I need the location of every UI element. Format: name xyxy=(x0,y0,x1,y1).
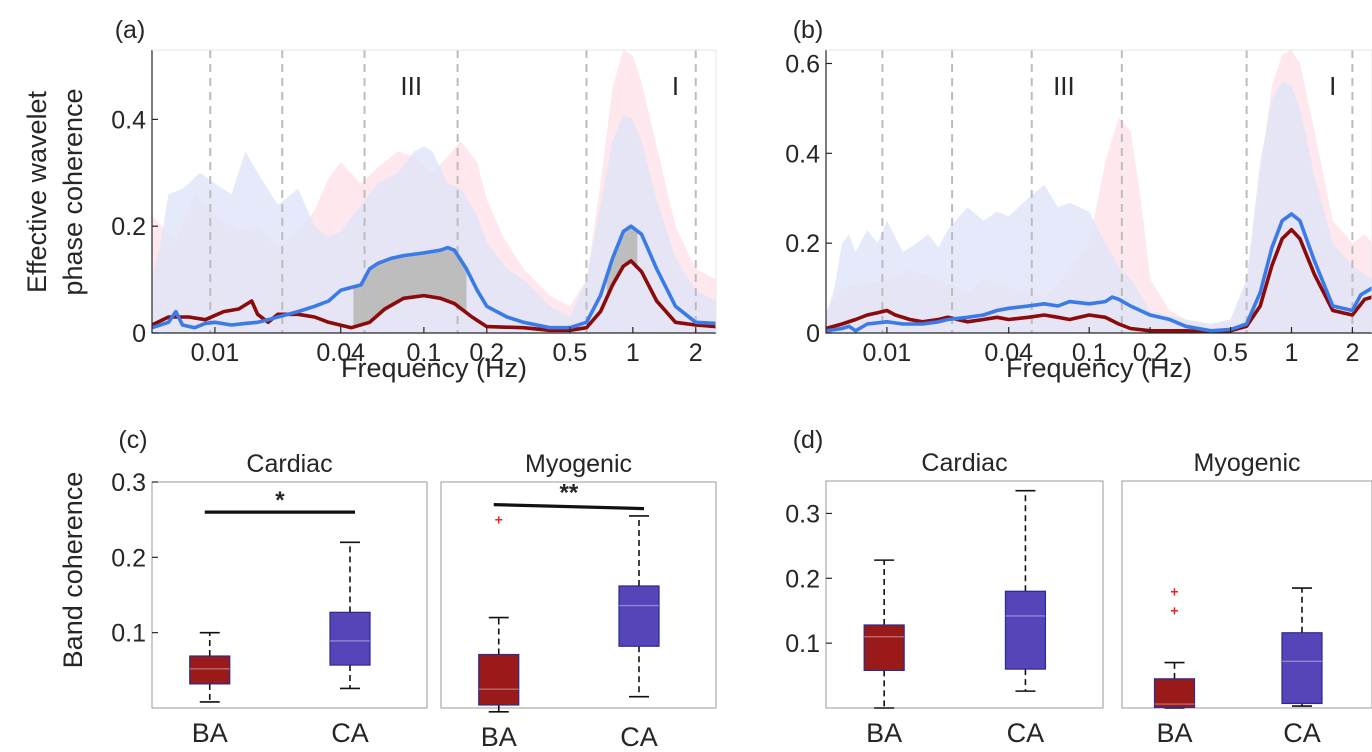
significance-marker: ** xyxy=(560,480,579,507)
band-label: III xyxy=(1053,71,1075,101)
box-ca xyxy=(1281,632,1323,705)
axis-box-top-right xyxy=(826,49,1372,333)
series-line-ca xyxy=(826,212,1372,333)
x-tick-label: 1 xyxy=(1285,339,1299,367)
x-tick-label: CA xyxy=(620,722,658,752)
box-ca xyxy=(1004,590,1047,670)
y-tick-label: 0.4 xyxy=(111,106,146,134)
x-tick-label: 2 xyxy=(1345,339,1359,367)
panel-d-box-plots: Cardiac BA CA 0.1 0.2 0.3 Myogenic + + BA CA (d) xyxy=(785,426,1372,748)
x-tick-label: CA xyxy=(331,718,369,748)
y-tick-label: 0.2 xyxy=(111,213,146,241)
outlier-marker: + xyxy=(1170,583,1178,599)
axis-box-top-right xyxy=(152,49,717,333)
band-label: I xyxy=(1329,71,1336,101)
x-tick-label: 0.04 xyxy=(316,339,365,367)
panel-c-box-plots: Cardiac BA CA * 0.1 0.2 0.3 Myogenic + BA CA ** Band… xyxy=(58,426,717,752)
box-ba xyxy=(189,655,231,685)
box-ba xyxy=(863,624,905,671)
subplot-title: Cardiac xyxy=(246,450,332,478)
box-ca xyxy=(618,585,660,647)
y-tick-label: 0.3 xyxy=(785,500,820,528)
x-tick-label: BA xyxy=(481,722,517,752)
x-axis-label: Frequency (Hz) xyxy=(341,353,527,383)
x-tick-label: BA xyxy=(192,718,228,748)
plot-area xyxy=(826,50,1372,333)
x-tick-label: 0.5 xyxy=(553,339,588,367)
y-tick-label: 0.2 xyxy=(111,544,146,572)
y-tick-label: 0.2 xyxy=(785,230,820,258)
x-axis-label: Frequency (Hz) xyxy=(1006,353,1192,383)
x-tick-label: BA xyxy=(866,718,902,748)
x-tick-label: 2 xyxy=(689,339,703,367)
series-line-ba xyxy=(152,259,716,333)
x-tick-label: CA xyxy=(1007,718,1045,748)
x-tick-label: 0.01 xyxy=(191,339,240,367)
panel-label: (d) xyxy=(793,426,824,454)
y-tick-label: 0.1 xyxy=(111,620,146,648)
significance-marker: * xyxy=(275,487,285,514)
panel-b-line-chart: III I0.01 0.04 0.1 0.2 0.5 1 200.20.40.6Frequen… xyxy=(785,16,1372,383)
y-tick-label: 0 xyxy=(132,320,146,348)
y-tick-label: 0.4 xyxy=(785,140,820,168)
subplot-frame xyxy=(151,481,428,709)
band-label: I xyxy=(672,71,679,101)
y-tick-label: 0 xyxy=(806,320,820,348)
panel-label: (c) xyxy=(118,426,147,454)
box-ba xyxy=(478,653,520,706)
outlier-marker: + xyxy=(1170,603,1178,619)
significance-region-2 xyxy=(353,247,467,328)
subplot-title: Myogenic xyxy=(525,450,632,478)
series-line-ca xyxy=(152,224,716,330)
y-axis-label-line-1: Effective wavelet xyxy=(22,90,52,293)
subplot-title: Cardiac xyxy=(921,449,1007,477)
series-line-ba xyxy=(826,227,1372,333)
subplot-frame xyxy=(825,480,1104,709)
x-tick-label: 1 xyxy=(626,339,640,367)
panel-label: (b) xyxy=(793,16,824,44)
subplot-frame xyxy=(1121,480,1372,709)
subplot-title: Myogenic xyxy=(1194,449,1301,477)
y-tick-label: 0.3 xyxy=(111,469,146,497)
box-ba xyxy=(1153,678,1196,708)
x-tick-label: 0.2 xyxy=(469,339,504,367)
y-axis-label-line-2: phase coherence xyxy=(58,88,88,295)
x-tick-label: 0.5 xyxy=(1213,339,1248,367)
y-tick-label: 0.6 xyxy=(785,50,820,78)
x-tick-label: CA xyxy=(1283,718,1321,748)
plot-area xyxy=(152,50,716,333)
y-tick-label: 0.2 xyxy=(785,565,820,593)
shaded-band-ca xyxy=(826,81,1372,333)
y-tick-label: 0.1 xyxy=(785,630,820,658)
subplot-frame xyxy=(440,481,717,709)
x-tick-label: 0.1 xyxy=(406,339,441,367)
x-tick-label: 0.01 xyxy=(863,339,912,367)
x-tick-label: 0.1 xyxy=(1072,339,1107,367)
significance-bar xyxy=(493,503,645,511)
x-tick-label: BA xyxy=(1156,718,1192,748)
y-axis-label: Band coherence xyxy=(58,472,88,669)
shaded-band-ca xyxy=(152,114,716,333)
panel-label: (a) xyxy=(115,16,146,44)
outlier-marker: + xyxy=(495,512,503,528)
x-tick-label: 0.04 xyxy=(984,339,1033,367)
panel-a-line-chart: III I0.01 0.04 0.1 0.2 0.5 1 200.20.4Frequency … xyxy=(22,16,717,383)
box-ca xyxy=(329,611,371,666)
band-label: III xyxy=(400,71,422,101)
x-tick-label: 0.2 xyxy=(1133,339,1168,367)
